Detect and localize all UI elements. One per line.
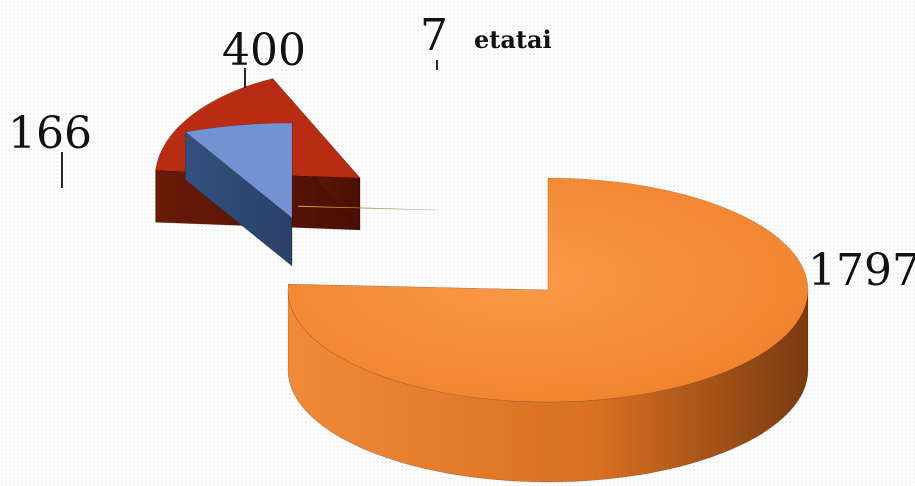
- data-label-7: 7: [420, 10, 448, 61]
- pie-slice-1797: [287, 177, 809, 483]
- data-label-1797: 1797: [808, 245, 915, 296]
- data-label-166: 166: [8, 108, 92, 159]
- data-label-400: 400: [222, 25, 306, 76]
- pie-slice-166: [184, 122, 293, 267]
- pie-slice-7: [297, 205, 439, 211]
- category-label: etatai: [474, 25, 552, 54]
